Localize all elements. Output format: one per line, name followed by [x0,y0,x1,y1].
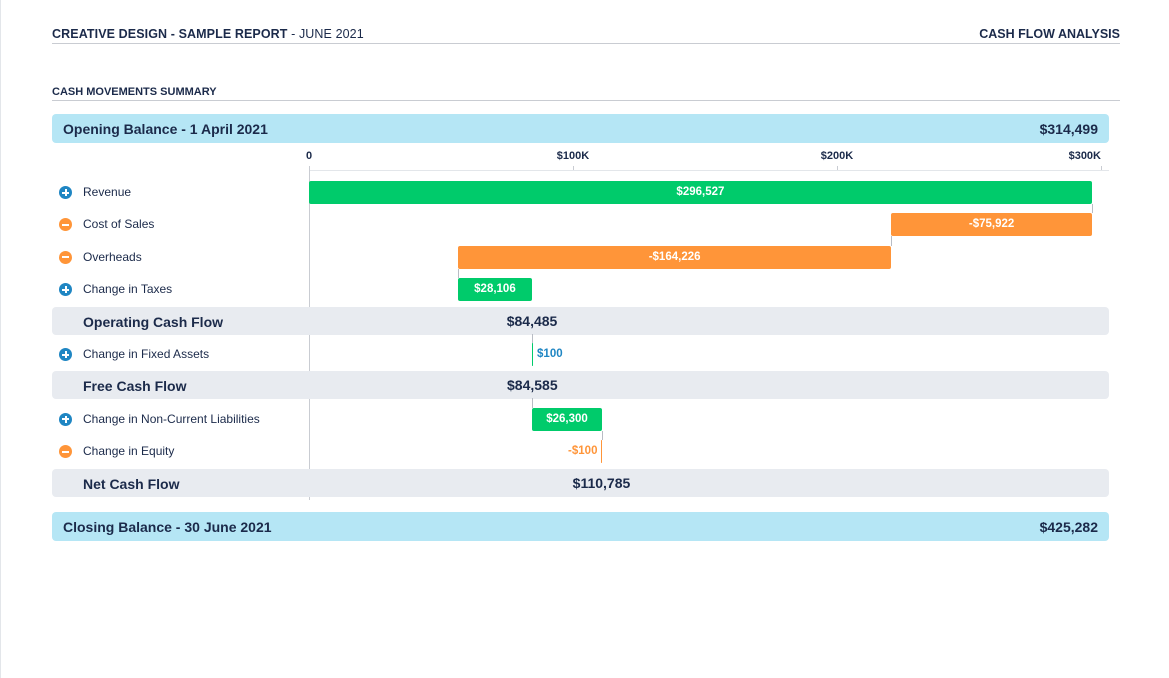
item-label: Revenue [83,185,132,199]
waterfall-bar [532,407,602,431]
item-label: Overheads [83,249,142,264]
bar-value-label: $296,527 [676,186,725,198]
minus-icon [59,445,72,459]
subtotal-value: $84,485 [506,312,558,329]
company-name: CREATIVE DESIGN [52,27,168,41]
subtotal-value: $84,585 [506,377,558,394]
item-label: Cost of Sales [83,217,155,232]
waterfall-bar [457,245,892,269]
subtotal-value: $110,785 [572,474,631,491]
report-header: CREATIVE DESIGN - SAMPLE REPORT - JUNE 2… [52,27,1120,44]
section-title: CASH FLOW ANALYSIS [979,27,1120,41]
bar-connector [1091,204,1093,214]
subtotal-row: Free Cash Flow [52,371,1109,400]
bar-value-label: -$164,226 [648,250,701,263]
report-name: SAMPLE REPORT [178,27,288,41]
item-row: Overheads [52,246,302,270]
opening-balance-label: Opening Balance - 1 April 2021 [63,121,268,137]
bar-connector [457,268,459,279]
x-tick-label: 0 [306,150,313,162]
x-tick-label: $200K [820,150,854,162]
report-date: - JUNE 2021 [287,27,364,41]
bar-value-label: $28,106 [474,283,516,296]
bar-value-label: -$75,922 [968,218,1015,231]
closing-balance-label: Closing Balance - 30 June 2021 [63,519,272,535]
bar-value-label: -$100 [568,445,598,458]
item-row: Cost of Sales [52,213,302,237]
closing-balance-value: $425,282 [1039,519,1098,535]
bar-value-label: $26,300 [546,412,588,425]
x-tick-mark [1101,166,1102,170]
x-tick-label: $100K [556,150,590,162]
x-tick-mark [573,166,574,170]
summary-title: CASH MOVEMENTS SUMMARY [52,86,1120,101]
plus-icon [59,412,72,426]
axis-baseline [309,170,1109,171]
item-label: Change in Taxes [83,282,173,297]
item-row: Change in Non-Current Liabilities [52,408,302,432]
plus-icon [59,186,72,199]
subtotal-label: Free Cash Flow [83,378,187,395]
item-row: Change in Taxes [52,278,302,302]
waterfall-bar [601,440,603,464]
waterfall-bar [532,343,534,366]
report-title: CREATIVE DESIGN - SAMPLE REPORT - JUNE 2… [52,27,364,41]
plus-icon [59,283,72,297]
item-label: Change in Non-Current Liabilities [83,411,260,426]
item-label: Change in Fixed Assets [83,347,210,361]
subtotal-label: Net Cash Flow [83,475,180,492]
waterfall-bar [457,278,533,302]
subtotal-row: Operating Cash Flow [52,306,1109,335]
x-tick-mark [837,166,838,170]
bar-value-label: $100 [537,348,563,360]
minus-icon [59,250,72,264]
bar-connector [601,430,603,441]
minus-icon [59,218,72,232]
opening-balance-value: $314,499 [1039,121,1098,137]
x-tick-label: $300K [1068,150,1101,162]
item-row: Change in Equity [52,440,302,464]
opening-balance-row: Opening Balance - 1 April 2021 $314,499 [52,114,1109,143]
waterfall-bar [891,213,1092,237]
title-separator: - [167,27,179,41]
page-edge [0,0,1,678]
subtotal-label: Operating Cash Flow [83,313,224,330]
item-row: Change in Fixed Assets [52,343,302,367]
closing-balance-row: Closing Balance - 30 June 2021 $425,282 [52,512,1109,541]
waterfall-bar [309,181,1092,204]
plus-icon [59,348,72,361]
bar-connector [532,333,534,343]
item-label: Change in Equity [83,444,175,459]
subtotal-row: Net Cash Flow [52,468,1109,497]
item-row: Revenue [52,181,302,205]
bar-connector [891,236,893,246]
bar-connector [532,398,534,408]
